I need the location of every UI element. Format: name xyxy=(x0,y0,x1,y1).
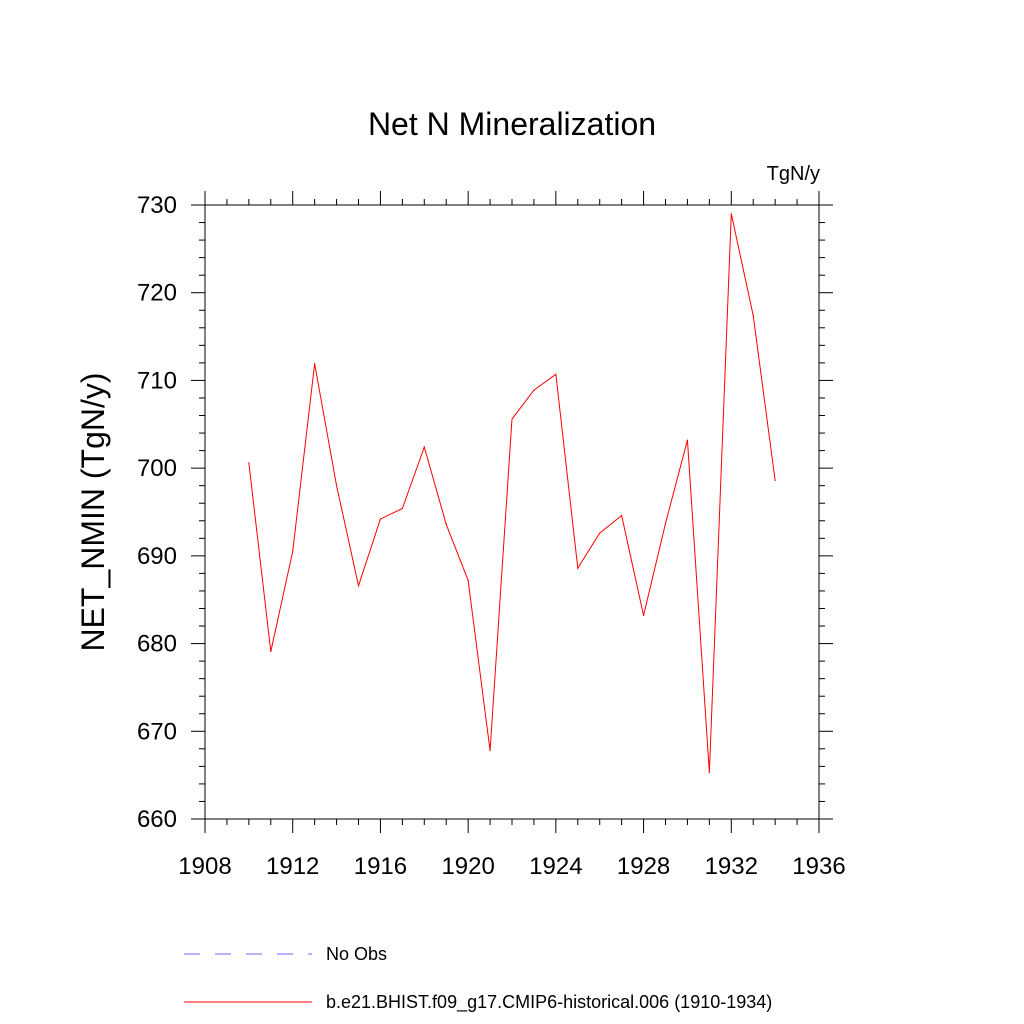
data-point xyxy=(292,550,294,553)
data-point xyxy=(599,532,601,534)
data-point xyxy=(686,439,689,441)
data-point xyxy=(335,485,338,487)
data-point xyxy=(445,523,447,525)
data-point xyxy=(314,363,316,365)
data-point xyxy=(555,373,557,375)
chart-title: Net N Mineralization xyxy=(368,106,656,142)
x-tick-label: 1908 xyxy=(178,853,231,880)
data-point xyxy=(752,314,754,317)
axis-ticks: 1908 1912 1916 1920 1924 1928 1932 1936 660 670 68… xyxy=(137,191,846,880)
x-tick-label: 1928 xyxy=(617,853,670,880)
data-point xyxy=(533,389,535,391)
legend: No Obs b.e21.BHIST.f09_g17.CMIP6-historic… xyxy=(184,944,772,1013)
y-axis-label: NET_NMIN (TgN/y) xyxy=(75,372,111,651)
data-point xyxy=(379,518,382,520)
legend-label-0: No Obs xyxy=(326,944,387,964)
data-point xyxy=(621,514,623,517)
data-point xyxy=(270,650,272,653)
x-tick-label: 1916 xyxy=(354,853,407,880)
y-tick-label: 660 xyxy=(137,806,177,833)
y-tick-label: 730 xyxy=(137,192,177,219)
y-tick-label: 670 xyxy=(137,718,177,745)
x-tick-label: 1932 xyxy=(705,853,758,880)
x-tick-label: 1936 xyxy=(792,853,845,880)
data-point xyxy=(642,614,645,617)
data-point xyxy=(664,522,667,525)
x-tick-label: 1920 xyxy=(441,853,494,880)
y-tick-label: 680 xyxy=(137,631,177,658)
data-point xyxy=(248,462,250,464)
y-tick-label: 710 xyxy=(137,367,177,394)
data-point xyxy=(489,749,491,752)
y-tick-label: 700 xyxy=(137,455,177,482)
legend-label-1: b.e21.BHIST.f09_g17.CMIP6-historical.006… xyxy=(326,992,772,1013)
y-tick-label: 690 xyxy=(137,543,177,570)
units-label: TgN/y xyxy=(767,163,820,185)
x-tick-label: 1912 xyxy=(266,853,319,880)
data-point xyxy=(708,771,710,774)
data-point xyxy=(357,585,360,587)
data-point xyxy=(467,579,469,582)
x-tick-label: 1924 xyxy=(529,853,582,880)
data-point xyxy=(774,479,776,482)
data-point xyxy=(577,567,579,569)
data-point xyxy=(730,213,732,215)
data-point xyxy=(401,507,403,510)
series-line-0 xyxy=(248,213,776,773)
y-tick-label: 720 xyxy=(137,280,177,307)
data-point xyxy=(423,446,425,448)
data-point xyxy=(511,418,513,420)
series-layer xyxy=(248,213,776,774)
